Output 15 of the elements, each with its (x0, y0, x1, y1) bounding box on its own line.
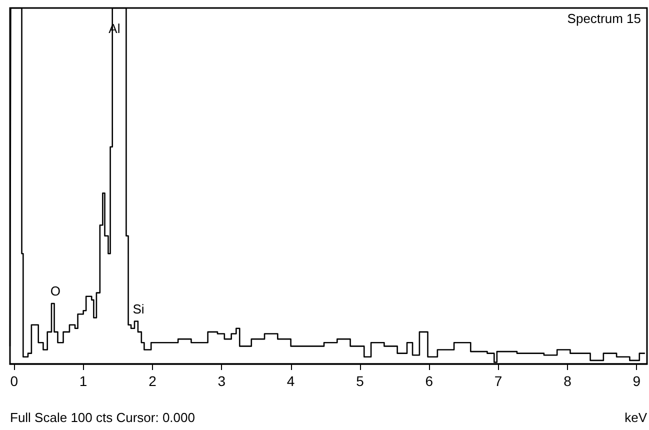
x-axis-title: keV (624, 410, 648, 425)
x-tick-label: 1 (79, 373, 88, 389)
annotation: O (50, 283, 61, 298)
text: Full Scale 100 cts Cursor: 0.000 (10, 410, 195, 425)
x-tick-label: 8 (564, 373, 572, 389)
annotation: Si (132, 301, 144, 316)
x-tick-label: 6 (425, 373, 434, 389)
x-tick-label: 2 (148, 373, 157, 389)
x-tick-label: 5 (356, 373, 364, 389)
x-tick-label: 0 (10, 373, 18, 389)
x-tick-label: 3 (218, 373, 226, 389)
x-tick-label: 7 (494, 373, 502, 389)
x-tick-label: 9 (632, 373, 641, 389)
x-tick-label: 4 (286, 373, 295, 389)
chart-title: Spectrum 15 (567, 11, 641, 26)
